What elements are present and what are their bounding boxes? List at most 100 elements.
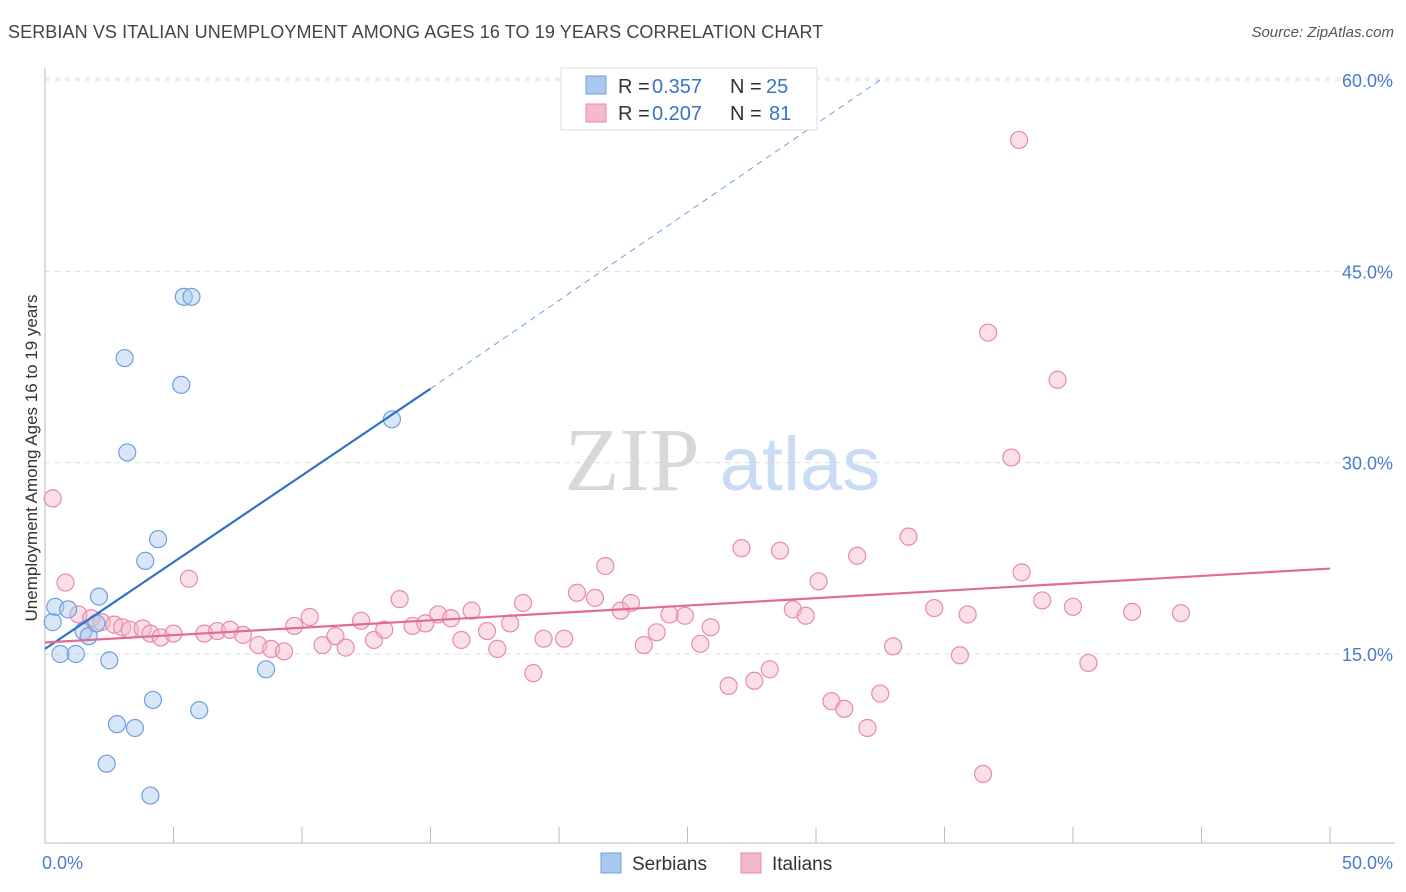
italians-point-57 xyxy=(770,541,790,560)
italians-point-33 xyxy=(452,630,471,650)
y-tick-label-1: 30.0% xyxy=(1342,454,1393,474)
y-tick-labels: 15.0% 30.0% 45.0% 60.0% xyxy=(1342,71,1393,665)
serbians-point-18 xyxy=(148,530,168,549)
watermark-atlas: atlas xyxy=(720,422,881,507)
italians-point-20 xyxy=(285,616,304,636)
italians-point-42 xyxy=(567,583,587,602)
italians-point-43 xyxy=(585,588,605,607)
italians-trend-line xyxy=(44,567,1331,644)
serbians-point-4 xyxy=(66,644,85,664)
y-tick-label-0: 15.0% xyxy=(1342,645,1393,665)
series-legend-swatch-italians xyxy=(740,852,762,874)
italians-point-50 xyxy=(675,606,695,625)
x-tick-label-1: 50.0% xyxy=(1342,853,1393,873)
chart-title: SERBIAN VS ITALIAN UNEMPLOYMENT AMONG AG… xyxy=(8,22,824,42)
source-label: Source: ZipAtlas.com xyxy=(1251,24,1394,41)
watermark-zip: ZIP xyxy=(565,411,700,510)
italians-point-40 xyxy=(534,629,553,648)
italians-point-65 xyxy=(871,684,890,703)
italians-point-51 xyxy=(691,634,710,653)
italians-point-78 xyxy=(1079,653,1098,673)
serbians-points xyxy=(43,287,402,805)
italians-point-0 xyxy=(43,489,62,508)
italians-point-34 xyxy=(462,601,481,620)
legend-r-label-serbians: R = xyxy=(618,76,650,98)
serbians-point-22 xyxy=(190,701,209,720)
italians-point-73 xyxy=(1002,448,1021,467)
trend-lines xyxy=(44,79,1331,650)
italians-point-23 xyxy=(326,627,345,646)
serbians-point-10 xyxy=(107,715,127,734)
serbians-point-11 xyxy=(97,754,116,773)
italians-point-24 xyxy=(336,638,355,657)
italians-point-67 xyxy=(899,527,918,546)
series-legend: Serbians Italians xyxy=(600,852,832,875)
serbians-point-3 xyxy=(51,644,70,664)
serbians-trend-extension xyxy=(430,79,881,390)
italians-point-60 xyxy=(809,572,828,591)
italians-point-35 xyxy=(477,621,497,641)
serbians-point-17 xyxy=(143,690,163,710)
italians-point-80 xyxy=(1171,604,1191,623)
series-legend-swatch-serbians xyxy=(600,852,622,874)
italians-point-49 xyxy=(660,605,679,624)
italians-point-63 xyxy=(848,546,867,565)
italians-point-74 xyxy=(1012,563,1031,582)
italians-point-21 xyxy=(300,607,319,627)
correlation-legend: R = 0.357 N = 25 R = 0.207 N = 81 xyxy=(560,67,818,131)
y-tick-label-3: 60.0% xyxy=(1342,71,1393,91)
legend-n-label-serbians: N = xyxy=(730,76,762,98)
italians-point-28 xyxy=(390,590,409,609)
italians-point-62 xyxy=(835,699,854,718)
italians-point-76 xyxy=(1048,370,1067,389)
italians-point-48 xyxy=(647,623,666,642)
italians-point-9 xyxy=(141,624,160,643)
italians-point-56 xyxy=(760,660,779,679)
serbians-trend-line xyxy=(44,387,432,650)
italians-point-81 xyxy=(1009,130,1029,150)
axes xyxy=(44,68,1395,844)
legend-n-value-serbians: 25 xyxy=(766,76,788,98)
italians-point-30 xyxy=(416,614,435,633)
serbians-point-21 xyxy=(182,287,201,306)
x-tick-label-0: 0.0% xyxy=(42,853,83,873)
italians-point-66 xyxy=(883,637,903,656)
legend-r-value-italians: 0.207 xyxy=(652,103,702,125)
italians-point-12 xyxy=(179,569,199,588)
serbians-point-2 xyxy=(59,600,78,619)
legend-swatch-italians xyxy=(585,103,607,123)
serbians-point-16 xyxy=(141,786,160,805)
italians-point-47 xyxy=(634,635,653,655)
legend-n-value-italians: 81 xyxy=(769,103,791,125)
italians-point-52 xyxy=(701,618,720,637)
series-legend-serbians: Serbians xyxy=(632,854,707,875)
watermark: ZIP atlas xyxy=(565,411,881,510)
italians-point-72 xyxy=(979,323,998,342)
italians-point-55 xyxy=(745,671,764,690)
legend-r-value-serbians: 0.357 xyxy=(652,76,702,98)
italians-point-38 xyxy=(513,593,533,613)
serbians-point-20 xyxy=(174,287,193,306)
italians-point-22 xyxy=(313,635,332,655)
italians-point-53 xyxy=(719,676,738,695)
italians-point-36 xyxy=(488,639,507,658)
italians-point-19 xyxy=(274,642,294,661)
italians-point-39 xyxy=(524,664,543,683)
italians-point-59 xyxy=(796,606,815,625)
italians-point-16 xyxy=(233,625,252,644)
italians-point-41 xyxy=(555,629,574,648)
serbians-point-13 xyxy=(115,348,134,368)
y-axis-label: Unemployment Among Ages 16 to 19 years xyxy=(22,295,41,622)
x-tick-labels: 0.0% 50.0% xyxy=(42,853,1393,873)
serbians-point-0 xyxy=(43,613,62,632)
y-tick-label-2: 45.0% xyxy=(1342,262,1393,282)
legend-n-label-italians: N = xyxy=(730,103,762,125)
italians-point-1 xyxy=(56,573,75,592)
italians-point-46 xyxy=(621,593,641,613)
italians-point-64 xyxy=(858,718,877,738)
legend-r-label-italians: R = xyxy=(618,103,650,125)
serbians-point-14 xyxy=(118,443,137,462)
italians-point-25 xyxy=(352,611,371,630)
italians-point-11 xyxy=(164,624,183,643)
italians-point-75 xyxy=(1033,591,1052,610)
